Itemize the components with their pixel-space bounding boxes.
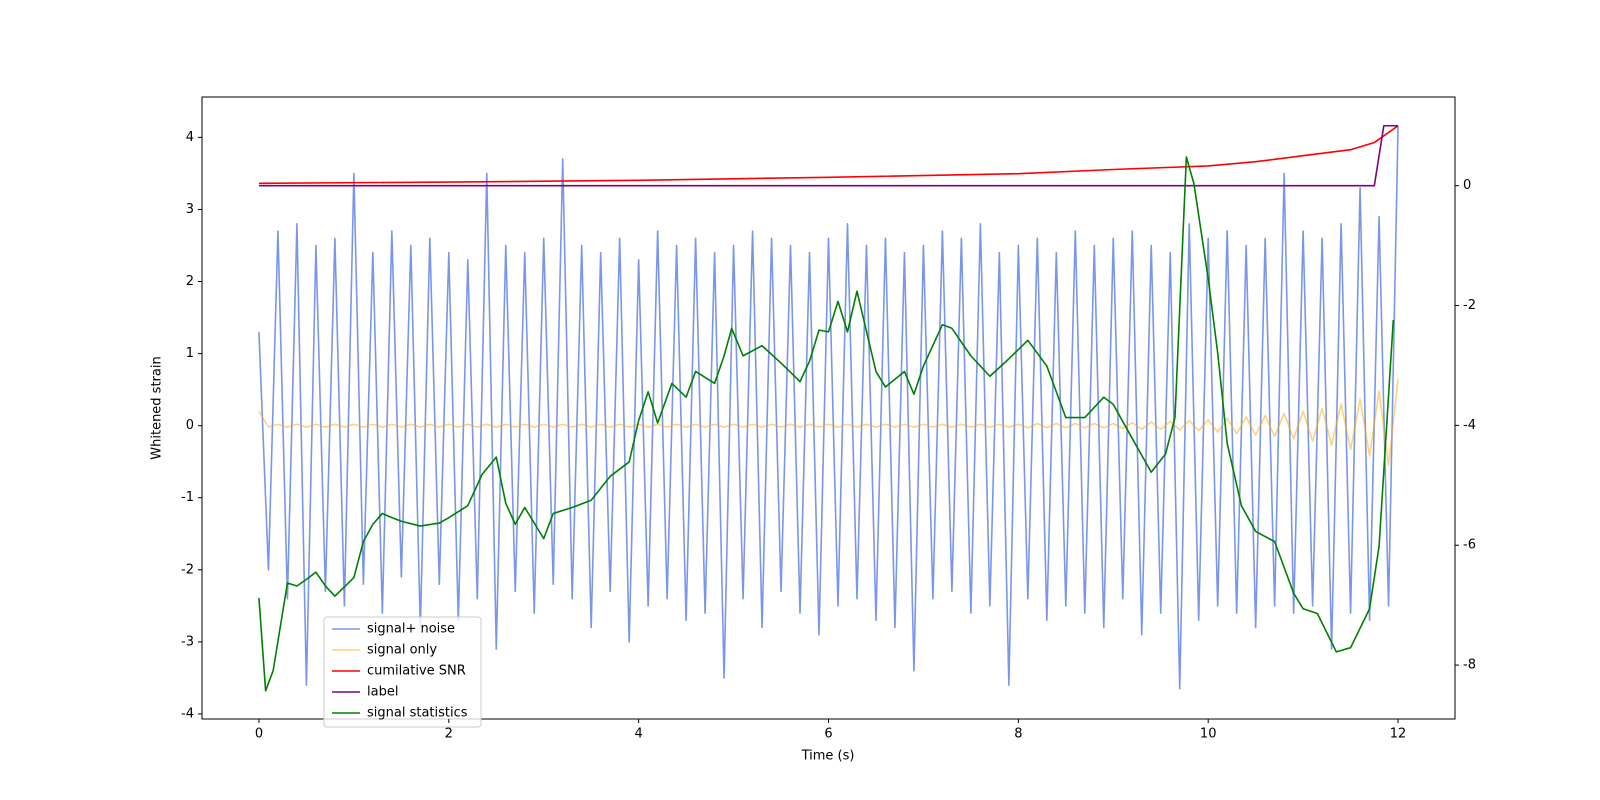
x-tick-label: 10 bbox=[1200, 727, 1217, 742]
y2-tick-label: -8 bbox=[1463, 658, 1476, 673]
x-tick-label: 6 bbox=[824, 727, 832, 742]
y-tick-label: 1 bbox=[186, 346, 194, 361]
legend-label: label bbox=[367, 685, 398, 700]
y2-tick-label: -4 bbox=[1463, 418, 1476, 433]
y-tick-label: 0 bbox=[186, 418, 194, 433]
x-tick-label: 0 bbox=[255, 727, 263, 742]
y-tick-label: -3 bbox=[181, 634, 194, 649]
series-line bbox=[258, 125, 1399, 185]
legend-label: signal only bbox=[367, 643, 437, 658]
legend-box bbox=[323, 616, 482, 728]
y-tick-label: -2 bbox=[181, 562, 194, 577]
series-line bbox=[258, 378, 1399, 467]
y-tick-label: 2 bbox=[186, 274, 194, 289]
y-axis-label: Whitened strain bbox=[150, 356, 165, 459]
x-axis-label: Time (s) bbox=[801, 749, 855, 764]
x-tick-label: 12 bbox=[1390, 727, 1407, 742]
series-line bbox=[258, 156, 1395, 692]
x-tick-label: 4 bbox=[635, 727, 643, 742]
y-tick-label: 3 bbox=[186, 202, 194, 217]
legend-label: signal+ noise bbox=[367, 622, 455, 637]
legend-label: signal statistics bbox=[367, 706, 468, 721]
legend: signal+ noise signal only cumilative SNR la… bbox=[323, 616, 482, 728]
legend-label: cumilative SNR bbox=[367, 664, 466, 679]
y2-tick-label: 0 bbox=[1463, 178, 1471, 193]
y-tick-label: -1 bbox=[181, 490, 194, 505]
series-line bbox=[258, 124, 1399, 187]
series-line bbox=[258, 126, 1399, 690]
plot-area bbox=[258, 124, 1399, 692]
y2-tick-label: -6 bbox=[1463, 538, 1476, 553]
x-tick-label: 2 bbox=[445, 727, 453, 742]
y-tick-label: -4 bbox=[181, 706, 194, 721]
x-tick-label: 8 bbox=[1014, 727, 1022, 742]
y-tick-label: 4 bbox=[186, 130, 194, 145]
y2-tick-label: -2 bbox=[1463, 298, 1476, 313]
